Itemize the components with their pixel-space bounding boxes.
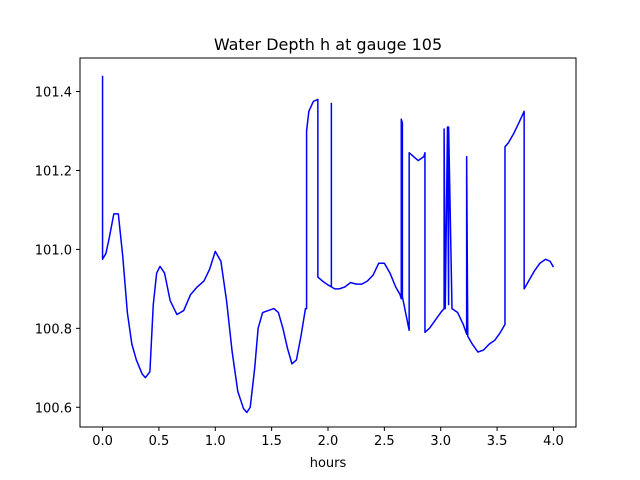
x-tick-label: 1.0	[205, 434, 226, 449]
x-axis-label: hours	[310, 456, 347, 471]
x-tick-label: 3.5	[487, 434, 508, 449]
y-tick-label: 100.6	[35, 401, 72, 416]
y-tick-label: 101.2	[35, 164, 72, 179]
series-layer	[101, 75, 555, 414]
x-tick-label: 0.0	[92, 434, 113, 449]
x-tick-label: 3.0	[430, 434, 451, 449]
axes-layer: 0.0 0.5 1.0 1.5 2.0 2.5 3.0 3.5 4.0 100.6 100.8 101…	[35, 57, 577, 449]
x-tick-label: 2.5	[374, 434, 395, 449]
chart-title: Water Depth h at gauge 105	[214, 35, 442, 54]
series-line-1	[101, 75, 555, 414]
y-tick-label: 101.0	[35, 243, 72, 258]
x-tick-label: 2.0	[318, 434, 339, 449]
y-tick-label: 100.8	[35, 322, 72, 337]
y-tick-label: 101.4	[35, 86, 72, 101]
x-tick-label: 4.0	[543, 434, 564, 449]
x-tick-label: 1.5	[261, 434, 282, 449]
x-tick-label: 0.5	[149, 434, 170, 449]
